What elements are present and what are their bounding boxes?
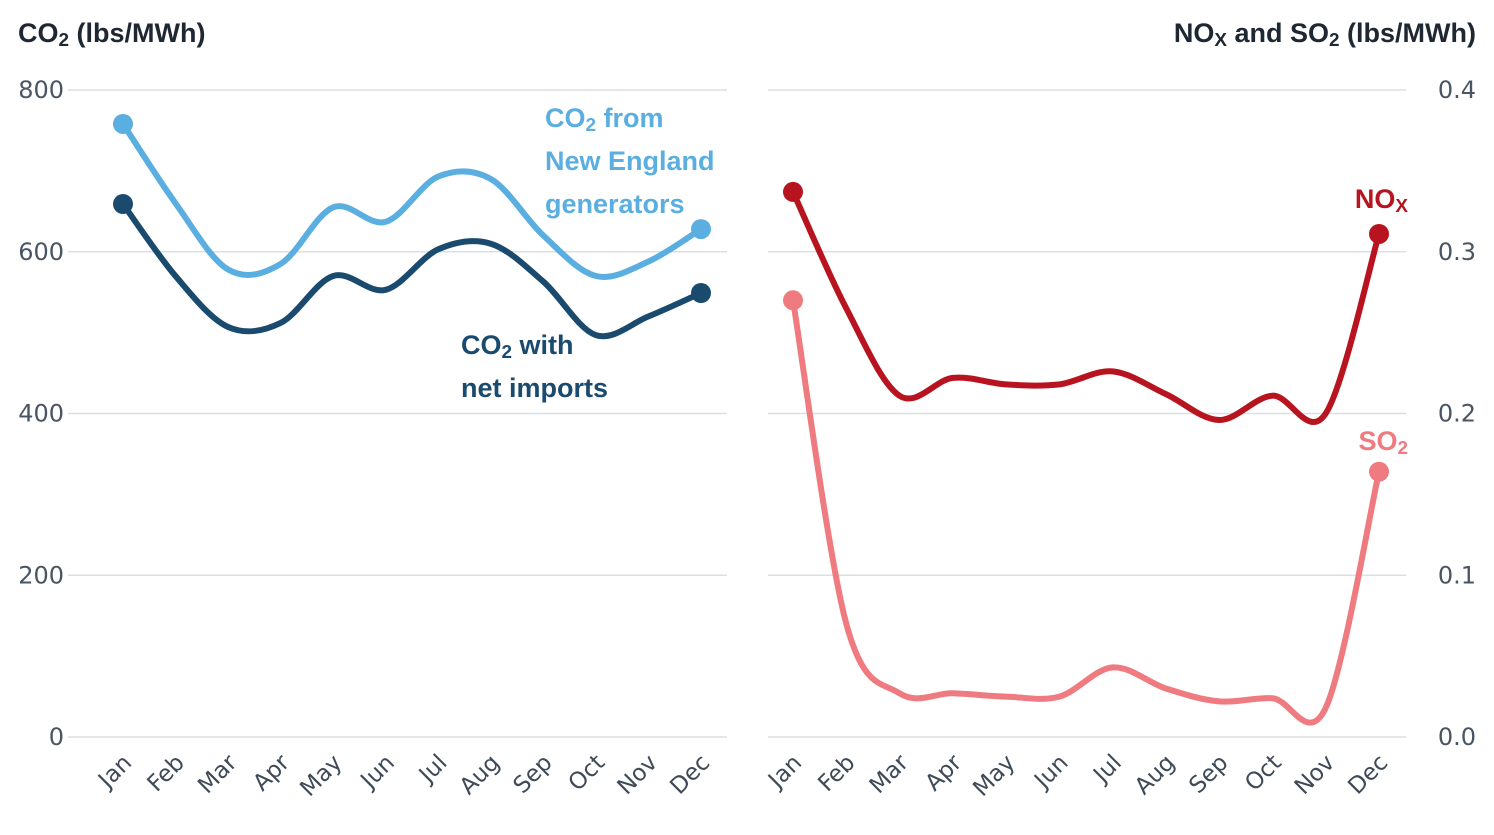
x-tick-label: Apr	[248, 749, 295, 796]
series-endpoint-marker	[113, 194, 133, 215]
x-tick-label: Jun	[355, 750, 400, 795]
x-tick-label: Aug	[1130, 750, 1180, 800]
y-tick-label: 0	[49, 723, 64, 751]
y-tick-label: 400	[18, 400, 64, 428]
series-line	[120, 120, 704, 280]
series-annotation: NOX​	[1355, 184, 1409, 217]
series-endpoint-marker	[783, 290, 803, 311]
x-tick-label: Jun	[1028, 750, 1073, 795]
x-tick-label: Apr	[921, 749, 968, 796]
x-tick-label: Mar	[865, 749, 914, 798]
x-tick-label: May	[295, 750, 347, 802]
series-endpoint-marker	[113, 113, 133, 134]
x-tick-label: Feb	[143, 750, 190, 797]
nox-so2-y-axis-title: NOX​ and SO2​ (lbs/MWh)	[1174, 18, 1476, 51]
series-annotation: CO2​ with	[461, 330, 574, 363]
series-annotation: New England	[545, 146, 715, 176]
series-annotation: CO2​ from	[545, 103, 664, 136]
co2-y-axis-title: CO2​ (lbs/MWh)	[18, 18, 205, 51]
x-tick-label: Jul	[1087, 750, 1126, 789]
y-tick-label: 0.1	[1438, 561, 1476, 589]
y-tick-label: 0.0	[1438, 723, 1476, 751]
y-tick-label: 0.2	[1438, 400, 1476, 428]
series-annotation: SO2​	[1358, 426, 1408, 459]
x-tick-label: Dec	[1343, 750, 1393, 800]
x-tick-label: Dec	[665, 750, 715, 800]
series-endpoint-marker	[691, 282, 711, 303]
series-endpoint-marker	[1369, 223, 1389, 244]
y-tick-label: 800	[18, 76, 64, 104]
series-endpoint-marker	[691, 219, 711, 240]
y-tick-label: 0.4	[1438, 76, 1476, 104]
co2-panel: CO2​ (lbs/MWh) 0 200 400 600 800 JanFebMarAp…	[18, 18, 727, 802]
series-line	[790, 297, 1382, 726]
x-tick-label: Jan	[762, 750, 807, 795]
x-tick-label: May	[968, 750, 1020, 802]
series-line	[790, 188, 1382, 425]
y-tick-label: 200	[18, 561, 64, 589]
x-tick-label: Oct	[564, 750, 611, 797]
series-endpoint-marker	[783, 181, 803, 202]
x-tick-label: Nov	[1290, 750, 1340, 800]
x-tick-label: Sep	[1184, 750, 1233, 799]
series-endpoint-marker	[1369, 461, 1389, 482]
nox-so2-panel: NOX​ and SO2​ (lbs/MWh) 0.00.10.20.30.4 …	[762, 18, 1476, 802]
x-tick-label: Sep	[509, 750, 558, 799]
x-tick-label: Mar	[193, 749, 242, 798]
y-tick-label: 600	[18, 238, 64, 266]
x-tick-label: Jan	[92, 750, 137, 795]
x-tick-label: Oct	[1240, 750, 1287, 797]
series-line	[120, 201, 704, 340]
x-tick-label: Feb	[813, 750, 860, 797]
series-annotation: generators	[545, 189, 685, 219]
series-annotation: net imports	[461, 373, 608, 403]
x-tick-label: Aug	[455, 750, 505, 800]
y-tick-label: 0.3	[1438, 238, 1476, 266]
x-tick-label: Nov	[613, 750, 663, 800]
x-tick-label: Jul	[413, 750, 452, 789]
